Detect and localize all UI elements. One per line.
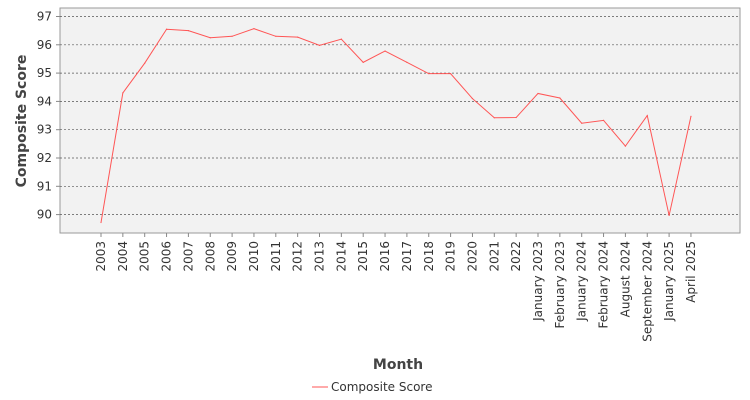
data-point: [209, 37, 211, 39]
y-tick-label: 91: [37, 179, 52, 193]
y-axis-title: Composite Score: [14, 55, 30, 188]
y-tick-label: 93: [37, 123, 52, 137]
data-point: [362, 61, 364, 63]
legend: Composite Score: [312, 380, 432, 394]
data-point: [122, 92, 124, 94]
x-axis-title: Month: [373, 357, 423, 373]
x-tick-label: 2021: [487, 241, 501, 272]
x-tick-label: January 2024: [575, 241, 589, 322]
plot-background: [59, 7, 741, 234]
x-tick-label: 2010: [247, 241, 261, 272]
x-tick-label: January 2025: [662, 241, 676, 322]
x-tick-label: 2018: [422, 241, 436, 272]
data-point: [340, 38, 342, 40]
x-tick-label: 2017: [400, 241, 414, 272]
data-point: [624, 145, 627, 147]
data-point: [493, 117, 495, 119]
data-point: [581, 122, 583, 124]
x-tick-label: 2019: [444, 241, 458, 272]
x-tick-label: 2007: [181, 241, 195, 272]
data-point: [602, 119, 605, 121]
x-tick-label: 2009: [225, 241, 239, 272]
y-axis-ticks: 90 91 92 93 94 95 96 97: [37, 9, 60, 222]
data-point: [100, 221, 102, 224]
x-axis-ticks: 2003 2004 2005 2006 2007 2008 2009 2010 2011 2012…: [94, 233, 698, 342]
x-tick-label: August 2024: [618, 241, 632, 317]
data-point: [428, 73, 430, 75]
x-tick-label: 2020: [465, 241, 479, 272]
data-point: [231, 35, 233, 37]
x-tick-label: 2003: [94, 241, 108, 272]
data-point: [187, 30, 189, 32]
data-point: [144, 62, 146, 64]
data-point: [559, 97, 561, 99]
data-point: [275, 35, 277, 37]
data-point: [515, 116, 517, 119]
x-tick-label: 2015: [356, 241, 370, 272]
data-point: [253, 28, 255, 30]
x-tick-label: January 2023: [531, 241, 545, 322]
y-tick-label: 90: [37, 208, 52, 222]
x-tick-label: 2016: [378, 241, 392, 272]
data-point: [165, 28, 168, 30]
grid-lines: [60, 16, 740, 215]
series-layer: [100, 28, 692, 224]
data-point: [450, 73, 452, 75]
data-point: [537, 92, 539, 95]
x-tick-label: 2006: [160, 241, 174, 272]
legend-label: Composite Score: [331, 380, 432, 394]
x-tick-label: 2011: [269, 241, 283, 272]
y-tick-label: 97: [37, 9, 52, 23]
data-point: [297, 36, 299, 38]
x-tick-label: 2008: [203, 241, 217, 272]
x-tick-label: February 2023: [553, 241, 567, 329]
data-point: [471, 97, 474, 100]
y-tick-label: 92: [37, 151, 52, 165]
data-point: [406, 61, 408, 63]
x-tick-label: 2012: [291, 241, 305, 272]
data-point: [318, 44, 321, 46]
x-tick-label: September 2024: [640, 241, 654, 342]
x-tick-label: February 2024: [597, 241, 611, 329]
y-tick-label: 95: [37, 66, 52, 80]
x-tick-label: 2004: [116, 241, 130, 272]
series-line: [100, 28, 692, 223]
x-tick-label: April 2025: [684, 241, 698, 303]
y-tick-label: 96: [37, 38, 52, 52]
x-tick-label: 2013: [313, 241, 327, 272]
x-tick-label: 2014: [334, 241, 348, 272]
data-point: [668, 214, 670, 217]
y-tick-label: 94: [37, 94, 52, 108]
x-tick-label: 2022: [509, 241, 523, 272]
data-point: [384, 50, 386, 52]
x-tick-label: 2005: [138, 241, 152, 272]
data-point: [646, 114, 648, 117]
data-point: [690, 115, 692, 117]
